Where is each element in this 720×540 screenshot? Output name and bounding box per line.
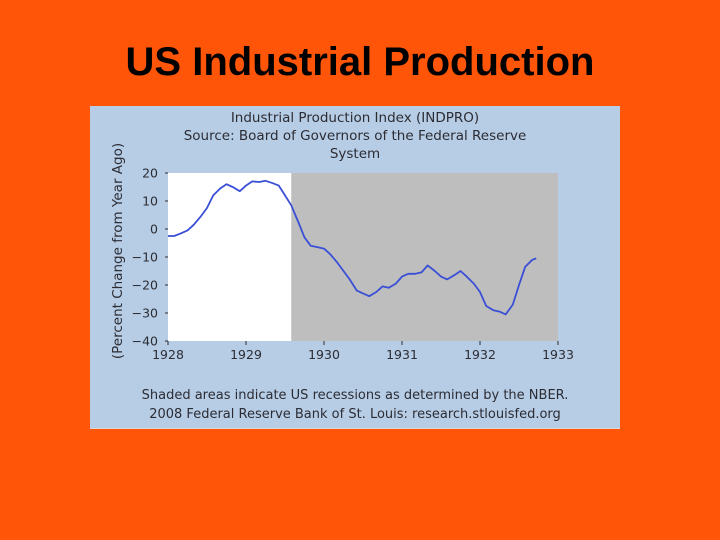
x-tick-label: 1932 [464,347,496,362]
y-axis-label: (Percent Change from Year Ago) [110,143,126,359]
y-tick-label: 0 [150,222,158,237]
x-tick-label: 1928 [152,347,184,362]
x-tick-label: 1930 [308,347,340,362]
chart-title-line: Industrial Production Index (INDPRO) [231,110,479,126]
y-tick-label: −10 [132,250,158,265]
x-tick-label: 1933 [542,347,574,362]
y-tick-label: −40 [132,334,158,349]
chart: Industrial Production Index (INDPRO) Sour… [110,110,574,422]
y-tick-label: −30 [132,306,158,321]
recession-shading [291,173,558,341]
chart-title-line: Source: Board of Governors of the Federa… [184,128,527,144]
x-tick-label: 1929 [230,347,262,362]
chart-title-line: System [330,146,380,162]
chart-footnote: 2008 Federal Reserve Bank of St. Louis: … [149,407,561,422]
y-tick-label: −20 [132,278,158,293]
series-line-indpro [168,179,537,316]
chart-footnote: Shaded areas indicate US recessions as d… [142,388,569,403]
x-tick-label: 1931 [386,347,418,362]
y-tick-label: 10 [142,194,158,209]
chart-panel: Industrial Production Index (INDPRO) Sour… [90,106,620,429]
slide-title: US Industrial Production [125,40,595,84]
y-tick-label: 20 [142,166,158,181]
